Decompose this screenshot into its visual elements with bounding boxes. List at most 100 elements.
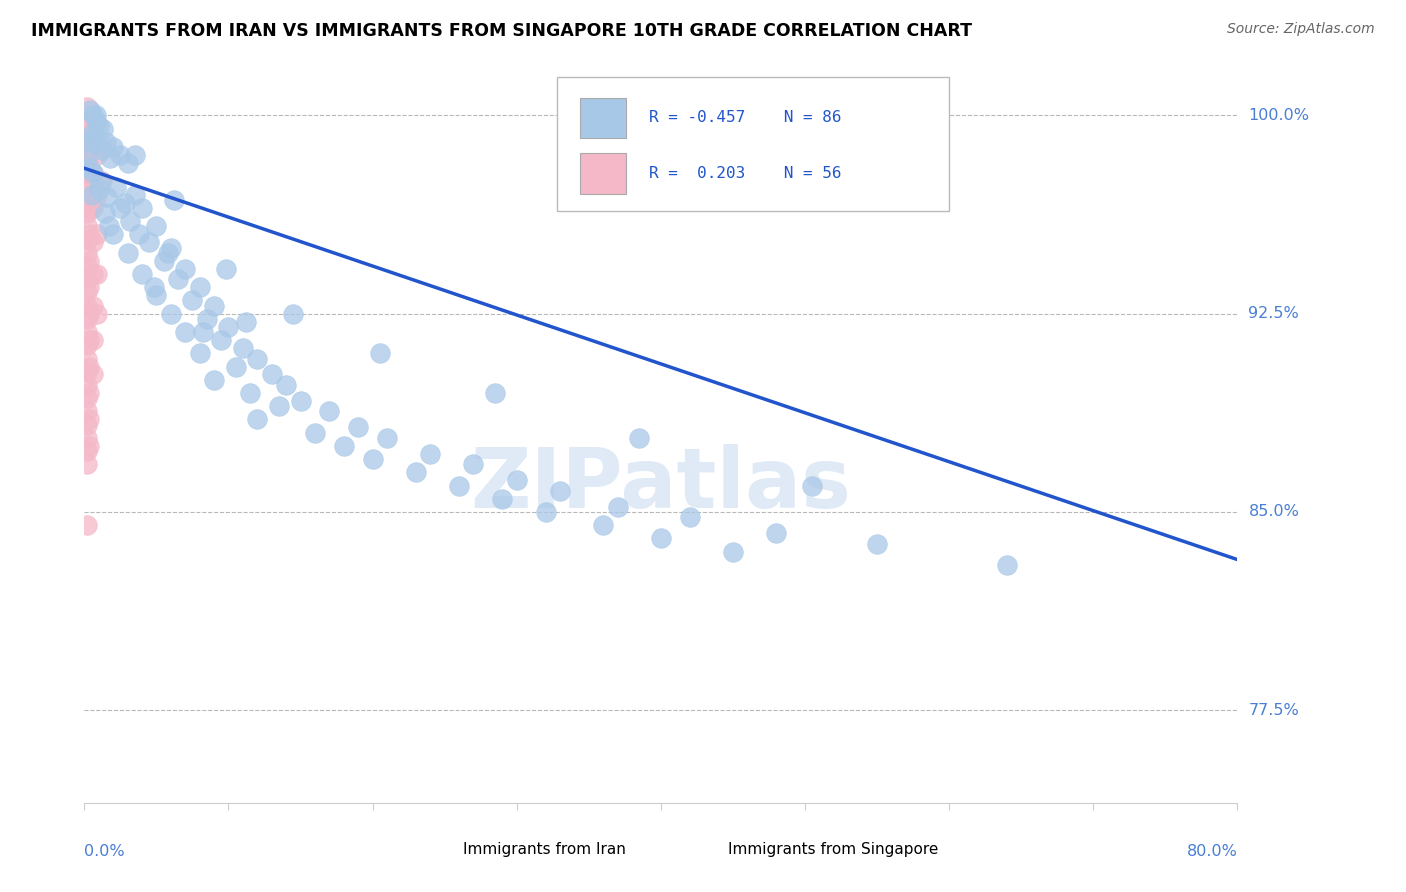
Point: [79, 103, 101, 117]
Point: [76, 167, 98, 181]
Point: [103, 227, 124, 242]
Point: [103, 140, 124, 154]
Text: 0.0%: 0.0%: [84, 844, 125, 858]
Point: [209, 333, 232, 347]
Point: [96, 190, 118, 204]
Point: [80, 187, 103, 202]
Text: 77.5%: 77.5%: [1249, 703, 1299, 718]
Point: [76, 206, 98, 220]
Point: [156, 245, 179, 260]
Point: [77, 135, 100, 149]
Point: [82, 167, 104, 181]
Point: [145, 288, 167, 302]
Point: [82, 201, 104, 215]
Point: [160, 241, 183, 255]
Point: [82, 167, 104, 181]
Point: [110, 148, 132, 162]
Point: [145, 219, 167, 234]
Point: [801, 478, 824, 492]
Point: [318, 404, 340, 418]
Point: [120, 214, 142, 228]
Point: [76, 312, 98, 326]
Bar: [581, 97, 626, 138]
Point: [86, 148, 108, 162]
Point: [218, 319, 240, 334]
Point: [84, 108, 107, 122]
Text: R = -0.457    N = 86: R = -0.457 N = 86: [650, 111, 842, 126]
FancyBboxPatch shape: [557, 78, 949, 211]
Point: [138, 235, 160, 250]
Point: [86, 137, 108, 152]
Text: 80.0%: 80.0%: [1187, 844, 1237, 858]
Point: [76, 444, 98, 458]
Point: [87, 119, 110, 133]
Point: [86, 187, 108, 202]
Point: [79, 412, 101, 426]
Point: [283, 307, 305, 321]
Point: [82, 333, 104, 347]
Point: [405, 465, 427, 479]
Point: [110, 201, 132, 215]
Point: [89, 174, 111, 188]
Point: [333, 439, 356, 453]
Point: [90, 143, 112, 157]
Point: [484, 386, 506, 401]
Point: [79, 253, 101, 268]
Point: [91, 121, 114, 136]
Point: [82, 299, 104, 313]
Point: [79, 439, 101, 453]
Point: [347, 420, 370, 434]
Point: [79, 307, 101, 321]
Point: [76, 285, 98, 300]
Point: [79, 174, 101, 188]
Point: [76, 518, 98, 533]
Point: [181, 293, 204, 308]
Point: [142, 280, 165, 294]
Point: [76, 148, 98, 162]
Point: [246, 351, 269, 366]
Point: [239, 386, 262, 401]
Point: [628, 431, 651, 445]
Point: [548, 483, 571, 498]
Point: [82, 368, 104, 382]
Point: [235, 314, 257, 328]
Point: [98, 151, 121, 165]
Point: [534, 505, 557, 519]
Point: [361, 452, 384, 467]
Point: [83, 129, 105, 144]
Point: [76, 140, 98, 154]
Point: [76, 391, 98, 405]
Point: [80, 127, 103, 141]
Point: [86, 267, 108, 281]
Point: [260, 368, 283, 382]
Point: [79, 280, 101, 294]
Point: [76, 378, 98, 392]
Point: [174, 261, 197, 276]
Point: [76, 193, 98, 207]
Point: [214, 261, 236, 276]
Point: [97, 219, 120, 234]
Point: [866, 536, 889, 550]
Bar: [581, 153, 626, 194]
Point: [117, 156, 139, 170]
Point: [76, 100, 98, 114]
Point: [76, 153, 98, 168]
Point: [79, 161, 101, 176]
Point: [419, 447, 441, 461]
Point: [76, 299, 98, 313]
Text: IMMIGRANTS FROM IRAN VS IMMIGRANTS FROM SINGAPORE 10TH GRADE CORRELATION CHART: IMMIGRANTS FROM IRAN VS IMMIGRANTS FROM …: [31, 22, 972, 40]
Point: [86, 307, 108, 321]
Point: [79, 333, 101, 347]
Point: [76, 219, 98, 234]
Point: [225, 359, 247, 374]
Point: [449, 478, 471, 492]
Text: R =  0.203    N = 56: R = 0.203 N = 56: [650, 166, 842, 181]
Point: [84, 113, 107, 128]
Text: Immigrants from Singapore: Immigrants from Singapore: [728, 842, 938, 857]
Point: [105, 179, 128, 194]
Point: [76, 245, 98, 260]
Point: [368, 346, 391, 360]
Point: [188, 280, 211, 294]
Point: [679, 510, 702, 524]
Point: [167, 272, 190, 286]
